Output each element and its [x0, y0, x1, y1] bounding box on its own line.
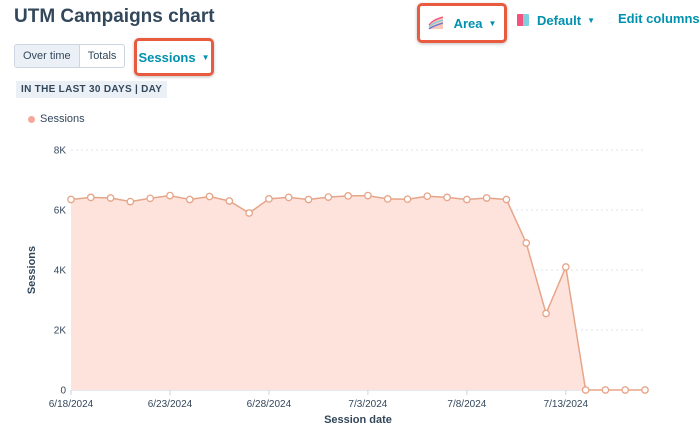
- y-tick-label: 8K: [54, 146, 67, 157]
- chart-legend[interactable]: Sessions: [28, 113, 85, 125]
- data-point[interactable]: [86, 193, 95, 202]
- data-point[interactable]: [205, 192, 214, 201]
- data-point[interactable]: [601, 386, 610, 394]
- data-point[interactable]: [522, 239, 531, 247]
- chevron-down-icon: ▼: [587, 15, 595, 25]
- data-point[interactable]: [383, 195, 392, 203]
- y-tick-label: 6K: [54, 206, 67, 217]
- color-swatch-icon: [517, 14, 529, 26]
- view-toggle: Over time Totals: [14, 44, 126, 68]
- chevron-down-icon: ▼: [488, 18, 497, 28]
- chevron-down-icon: ▼: [201, 52, 210, 62]
- metric-label: Sessions: [138, 49, 196, 65]
- date-range-badge: IN THE LAST 30 DAYS | DAY: [16, 81, 168, 98]
- data-point[interactable]: [561, 263, 570, 271]
- edit-columns-link[interactable]: Edit columns: [618, 11, 700, 26]
- tab-totals[interactable]: Totals: [87, 50, 117, 62]
- y-tick-label: 4K: [54, 266, 67, 277]
- data-point[interactable]: [581, 386, 590, 394]
- x-tick-label: 7/3/2024: [348, 399, 387, 410]
- color-scheme-label: Default: [537, 12, 582, 28]
- data-point[interactable]: [304, 195, 313, 204]
- data-point[interactable]: [67, 195, 75, 204]
- data-point[interactable]: [344, 192, 352, 200]
- x-tick-label: 6/18/2024: [49, 399, 94, 410]
- x-tick-label: 7/13/2024: [544, 399, 589, 410]
- data-point[interactable]: [185, 195, 194, 204]
- chart-type-label: Area: [453, 15, 483, 31]
- data-point[interactable]: [621, 386, 630, 394]
- data-point[interactable]: [423, 192, 432, 201]
- data-point[interactable]: [146, 194, 155, 203]
- series-area: [71, 195, 645, 390]
- data-point[interactable]: [126, 197, 135, 206]
- x-axis-title: Session date: [324, 414, 392, 426]
- data-point[interactable]: [245, 209, 253, 217]
- y-tick-label: 0: [60, 386, 66, 397]
- data-point[interactable]: [364, 191, 372, 200]
- data-point[interactable]: [542, 309, 550, 318]
- data-point[interactable]: [502, 195, 511, 204]
- data-point[interactable]: [482, 194, 491, 202]
- data-point[interactable]: [403, 195, 412, 204]
- x-tick-label: 6/23/2024: [148, 399, 193, 410]
- metric-dropdown[interactable]: Sessions ▼: [134, 38, 214, 76]
- data-point[interactable]: [265, 195, 273, 203]
- legend-label: Sessions: [40, 113, 85, 125]
- x-tick-label: 7/8/2024: [447, 399, 486, 410]
- y-axis-title: Sessions: [26, 246, 38, 294]
- page-title: UTM Campaigns chart: [14, 6, 215, 27]
- y-tick-label: 2K: [54, 326, 67, 337]
- area-chart-icon: [428, 16, 443, 30]
- data-point[interactable]: [443, 193, 451, 202]
- data-point[interactable]: [641, 386, 649, 394]
- data-point[interactable]: [284, 193, 293, 202]
- data-point[interactable]: [106, 194, 115, 202]
- data-point[interactable]: [166, 191, 174, 200]
- data-point[interactable]: [463, 195, 471, 204]
- x-tick-label: 6/28/2024: [247, 399, 292, 410]
- data-point[interactable]: [324, 193, 333, 201]
- color-scheme-dropdown[interactable]: Default ▼: [517, 3, 595, 37]
- data-point[interactable]: [225, 197, 234, 205]
- legend-swatch: [28, 115, 35, 123]
- chart-type-dropdown[interactable]: Area ▼: [417, 3, 507, 43]
- tab-over-time[interactable]: Over time: [15, 45, 80, 67]
